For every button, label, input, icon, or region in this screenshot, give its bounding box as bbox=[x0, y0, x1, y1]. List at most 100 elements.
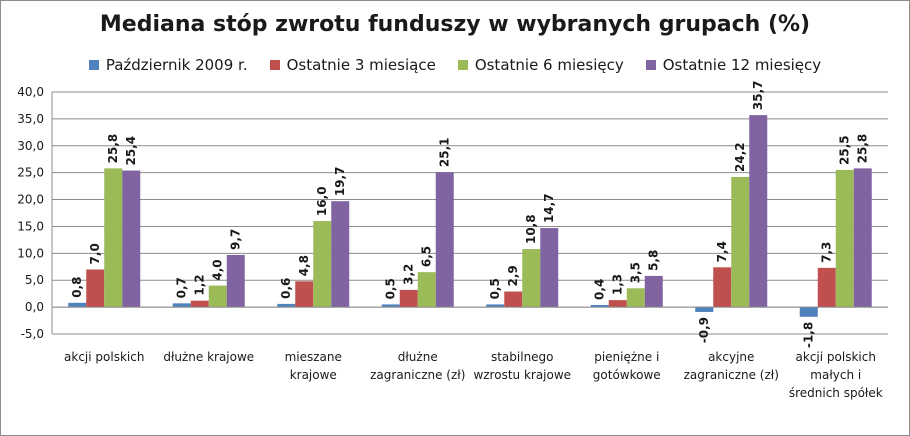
bar bbox=[799, 307, 818, 317]
x-tick-label: mieszane bbox=[285, 350, 342, 364]
bar bbox=[313, 221, 332, 308]
y-tick-label: 15,0 bbox=[17, 219, 44, 233]
legend-item: Ostatnie 3 miesiące bbox=[269, 56, 436, 74]
legend-swatch bbox=[645, 60, 656, 70]
legend-item: Październik 2009 r. bbox=[88, 56, 248, 74]
y-tick-label: 10,0 bbox=[17, 246, 44, 260]
legend-swatch bbox=[457, 60, 468, 70]
data-label: 9,7 bbox=[229, 229, 243, 250]
y-tick-label: -5,0 bbox=[21, 327, 44, 341]
x-tick-label: akcji polskich bbox=[796, 350, 876, 364]
x-tick-label: akcji polskich bbox=[64, 350, 144, 364]
bar bbox=[86, 269, 105, 308]
data-label: 0,5 bbox=[488, 278, 502, 299]
bar bbox=[399, 289, 418, 308]
bar bbox=[68, 302, 87, 308]
data-label: 14,7 bbox=[542, 193, 556, 223]
bar bbox=[417, 272, 436, 308]
data-label: 19,7 bbox=[333, 167, 347, 197]
x-tick-label: średnich spółek bbox=[789, 386, 883, 400]
bar bbox=[608, 300, 627, 308]
bar bbox=[226, 254, 245, 308]
legend-swatch bbox=[88, 60, 99, 70]
bar bbox=[504, 291, 523, 308]
data-label: 1,2 bbox=[193, 274, 207, 295]
bar bbox=[626, 288, 645, 308]
bar bbox=[749, 115, 768, 308]
legend-label: Ostatnie 6 miesięcy bbox=[474, 56, 624, 74]
bar bbox=[122, 170, 141, 308]
data-label: 0,6 bbox=[279, 278, 293, 299]
y-tick-label: 35,0 bbox=[17, 112, 44, 126]
data-label: 1,3 bbox=[611, 274, 625, 295]
data-label: 7,4 bbox=[715, 241, 729, 262]
bar bbox=[522, 249, 541, 308]
legend-item: Ostatnie 12 miesięcy bbox=[645, 56, 822, 74]
legend-label: Październik 2009 r. bbox=[105, 56, 248, 74]
data-label: 10,8 bbox=[524, 214, 538, 244]
x-tick-label: zagraniczne (zł) bbox=[684, 368, 779, 382]
legend-swatch bbox=[269, 60, 280, 70]
data-label: 25,1 bbox=[438, 138, 452, 168]
bar bbox=[835, 169, 854, 308]
bar bbox=[277, 303, 296, 308]
bar bbox=[644, 275, 663, 308]
data-label: 0,5 bbox=[384, 278, 398, 299]
bar bbox=[172, 303, 191, 308]
data-label: 7,0 bbox=[88, 243, 102, 264]
data-label: 24,2 bbox=[733, 142, 747, 172]
bar bbox=[590, 304, 609, 308]
y-tick-label: 20,0 bbox=[17, 193, 44, 207]
data-label: 25,5 bbox=[838, 135, 852, 165]
data-label: 0,7 bbox=[175, 277, 189, 298]
bar bbox=[331, 201, 350, 308]
x-tick-label: krajowe bbox=[290, 368, 337, 382]
x-tick-label: zagraniczne (zł) bbox=[370, 368, 465, 382]
x-tick-label: gotówkowe bbox=[593, 368, 661, 382]
data-label: 2,9 bbox=[506, 265, 520, 286]
bar bbox=[208, 285, 227, 308]
data-label: -1,8 bbox=[802, 322, 816, 348]
x-tick-label: wzrostu krajowe bbox=[473, 368, 571, 382]
data-label: 3,2 bbox=[402, 264, 416, 285]
data-label: 6,5 bbox=[420, 246, 434, 267]
y-tick-label: 0,0 bbox=[25, 300, 44, 314]
bar bbox=[540, 228, 559, 308]
bar bbox=[817, 267, 836, 308]
legend-item: Ostatnie 6 miesięcy bbox=[457, 56, 624, 74]
data-label: 25,8 bbox=[106, 134, 120, 164]
y-tick-label: 30,0 bbox=[17, 139, 44, 153]
x-tick-label: dłużne krajowe bbox=[163, 350, 254, 364]
data-label: 4,8 bbox=[297, 255, 311, 276]
y-tick-label: 5,0 bbox=[25, 273, 44, 287]
x-tick-label: pieniężne i bbox=[594, 350, 659, 364]
bar bbox=[104, 168, 123, 308]
bar bbox=[190, 300, 209, 308]
data-label: 5,8 bbox=[647, 250, 661, 271]
y-tick-label: 25,0 bbox=[17, 166, 44, 180]
legend-label: Ostatnie 3 miesiące bbox=[286, 56, 436, 74]
chart-legend: Październik 2009 r. Ostatnie 3 miesiące Os… bbox=[0, 56, 910, 74]
bar bbox=[853, 168, 872, 308]
data-label: 4,0 bbox=[211, 259, 225, 280]
data-label: 7,3 bbox=[820, 242, 834, 263]
data-label: 0,4 bbox=[593, 279, 607, 300]
bar bbox=[731, 176, 750, 308]
bar bbox=[435, 172, 454, 308]
legend-label: Ostatnie 12 miesięcy bbox=[662, 56, 822, 74]
data-label: 16,0 bbox=[315, 186, 329, 216]
chart-title: Mediana stóp zwrotu funduszy w wybranych… bbox=[99, 12, 811, 37]
x-tick-label: dłużne bbox=[398, 350, 438, 364]
x-tick-label: stabilnego bbox=[491, 350, 554, 364]
bar bbox=[381, 304, 400, 308]
bar bbox=[295, 281, 314, 308]
data-label: -0,9 bbox=[697, 317, 711, 343]
data-label: 25,8 bbox=[856, 134, 870, 164]
y-tick-label: 40,0 bbox=[17, 85, 44, 99]
data-label: 35,7 bbox=[751, 81, 765, 111]
bar bbox=[695, 307, 714, 312]
x-tick-label: małych i bbox=[810, 368, 861, 382]
data-label: 3,5 bbox=[629, 262, 643, 283]
bar bbox=[713, 267, 732, 308]
